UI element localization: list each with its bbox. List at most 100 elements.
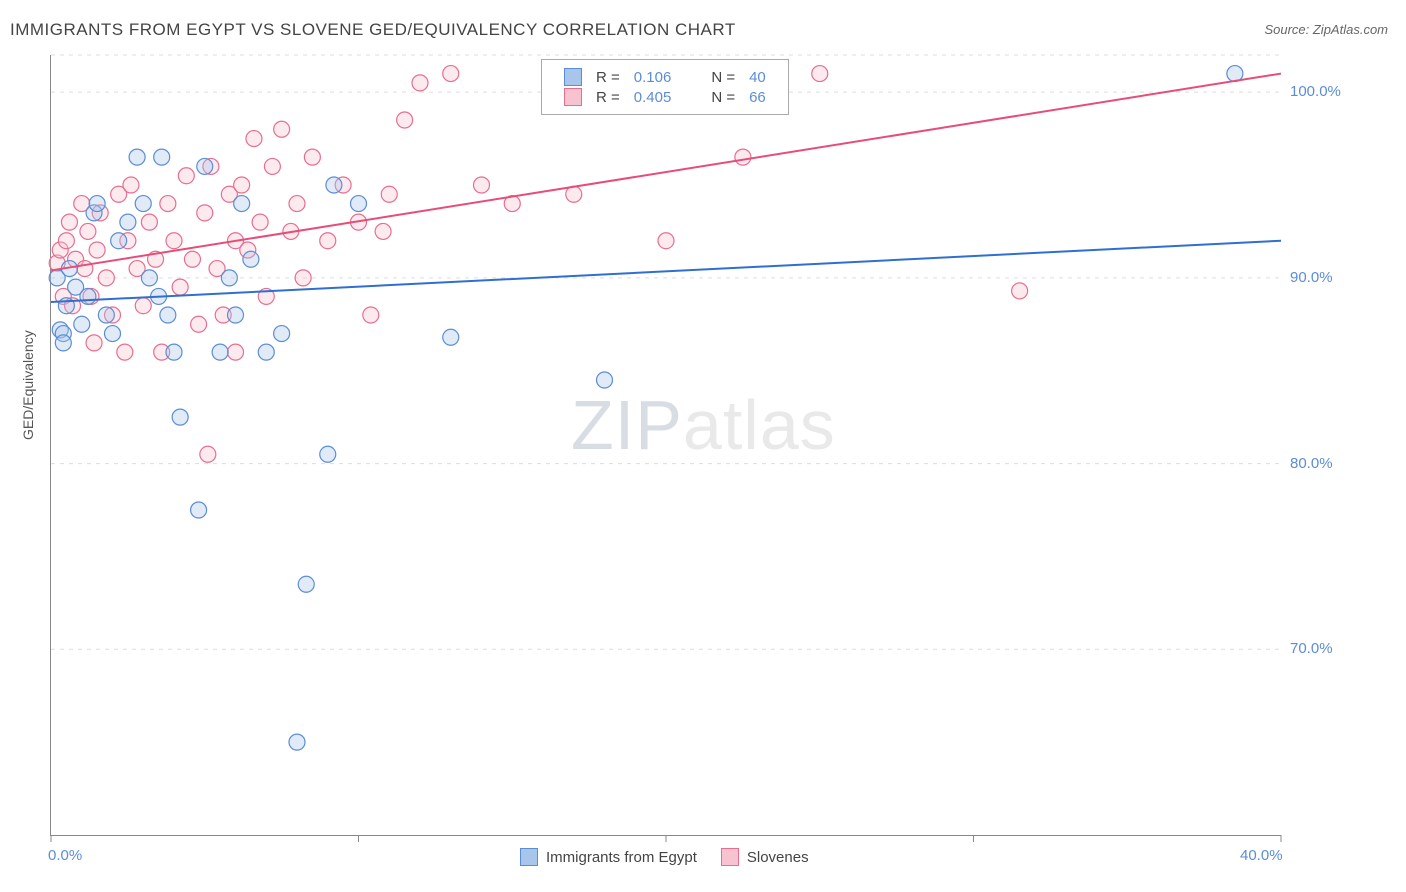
data-point-egypt bbox=[191, 502, 207, 518]
r-value-egypt: 0.106 bbox=[628, 68, 678, 86]
trend-line-egypt bbox=[51, 241, 1281, 302]
data-point-slovenes bbox=[274, 121, 290, 137]
data-point-slovenes bbox=[61, 214, 77, 230]
data-point-slovenes bbox=[117, 344, 133, 360]
data-point-slovenes bbox=[98, 270, 114, 286]
data-point-slovenes bbox=[1012, 283, 1028, 299]
x-tick-label: 40.0% bbox=[1240, 847, 1283, 864]
data-point-slovenes bbox=[184, 251, 200, 267]
series-legend: Immigrants from Egypt Slovenes bbox=[520, 848, 809, 866]
data-point-slovenes bbox=[178, 168, 194, 184]
data-point-slovenes bbox=[160, 196, 176, 212]
data-point-egypt bbox=[289, 734, 305, 750]
data-point-egypt bbox=[160, 307, 176, 323]
data-point-slovenes bbox=[381, 186, 397, 202]
data-point-slovenes bbox=[141, 214, 157, 230]
data-point-egypt bbox=[89, 196, 105, 212]
data-point-egypt bbox=[154, 149, 170, 165]
data-point-slovenes bbox=[80, 223, 96, 239]
legend-row-egypt: R = 0.106 N = 40 bbox=[558, 68, 772, 86]
data-point-egypt bbox=[80, 288, 96, 304]
data-point-slovenes bbox=[812, 66, 828, 82]
data-point-slovenes bbox=[289, 196, 305, 212]
data-point-egypt bbox=[111, 233, 127, 249]
data-point-egypt bbox=[351, 196, 367, 212]
r-label: R = bbox=[590, 88, 626, 106]
data-point-slovenes bbox=[86, 335, 102, 351]
n-value-slovenes: 66 bbox=[743, 88, 772, 106]
data-point-egypt bbox=[258, 344, 274, 360]
data-point-egypt bbox=[172, 409, 188, 425]
swatch-egypt-icon bbox=[520, 848, 538, 866]
data-point-egypt bbox=[120, 214, 136, 230]
data-point-egypt bbox=[228, 307, 244, 323]
y-tick-label: 100.0% bbox=[1290, 83, 1341, 100]
swatch-slovenes-icon bbox=[721, 848, 739, 866]
data-point-slovenes bbox=[320, 233, 336, 249]
data-point-egypt bbox=[98, 307, 114, 323]
data-point-slovenes bbox=[191, 316, 207, 332]
data-point-egypt bbox=[443, 329, 459, 345]
data-point-egypt bbox=[135, 196, 151, 212]
data-point-egypt bbox=[105, 326, 121, 342]
source-label: Source: ZipAtlas.com bbox=[1264, 22, 1388, 37]
r-value-slovenes: 0.405 bbox=[628, 88, 678, 106]
plot-area: ZIPatlas R = 0.106 N = 40 R = 0.405 bbox=[50, 55, 1281, 836]
data-point-slovenes bbox=[264, 158, 280, 174]
data-point-egypt bbox=[320, 446, 336, 462]
data-point-egypt bbox=[221, 270, 237, 286]
data-point-slovenes bbox=[89, 242, 105, 258]
n-label: N = bbox=[705, 88, 741, 106]
data-point-egypt bbox=[234, 196, 250, 212]
data-point-egypt bbox=[597, 372, 613, 388]
data-point-slovenes bbox=[135, 298, 151, 314]
chart-svg bbox=[51, 55, 1281, 835]
data-point-slovenes bbox=[397, 112, 413, 128]
data-point-slovenes bbox=[123, 177, 139, 193]
data-point-egypt bbox=[212, 344, 228, 360]
data-point-egypt bbox=[298, 576, 314, 592]
data-point-slovenes bbox=[474, 177, 490, 193]
data-point-slovenes bbox=[375, 223, 391, 239]
data-point-slovenes bbox=[412, 75, 428, 91]
data-point-egypt bbox=[274, 326, 290, 342]
swatch-egypt bbox=[564, 68, 582, 86]
y-axis-label: GED/Equivalency bbox=[20, 330, 36, 440]
data-point-slovenes bbox=[735, 149, 751, 165]
data-point-slovenes bbox=[443, 66, 459, 82]
data-point-egypt bbox=[74, 316, 90, 332]
y-tick-label: 80.0% bbox=[1290, 455, 1333, 472]
data-point-slovenes bbox=[200, 446, 216, 462]
n-value-egypt: 40 bbox=[743, 68, 772, 86]
legend-label-slovenes: Slovenes bbox=[747, 849, 809, 866]
data-point-egypt bbox=[326, 177, 342, 193]
n-label: N = bbox=[705, 68, 741, 86]
data-point-slovenes bbox=[658, 233, 674, 249]
legend-item-slovenes: Slovenes bbox=[721, 848, 809, 866]
data-point-slovenes bbox=[252, 214, 268, 230]
correlation-legend: R = 0.106 N = 40 R = 0.405 N = 66 bbox=[541, 59, 789, 115]
data-point-slovenes bbox=[166, 233, 182, 249]
data-point-egypt bbox=[243, 251, 259, 267]
y-tick-label: 70.0% bbox=[1290, 640, 1333, 657]
data-point-slovenes bbox=[58, 233, 74, 249]
data-point-slovenes bbox=[234, 177, 250, 193]
chart-container: IMMIGRANTS FROM EGYPT VS SLOVENE GED/EQU… bbox=[0, 0, 1406, 892]
data-point-egypt bbox=[129, 149, 145, 165]
data-point-slovenes bbox=[197, 205, 213, 221]
data-point-egypt bbox=[141, 270, 157, 286]
data-point-slovenes bbox=[363, 307, 379, 323]
data-point-egypt bbox=[166, 344, 182, 360]
chart-title: IMMIGRANTS FROM EGYPT VS SLOVENE GED/EQU… bbox=[10, 20, 736, 40]
data-point-slovenes bbox=[295, 270, 311, 286]
data-point-slovenes bbox=[228, 344, 244, 360]
data-point-slovenes bbox=[304, 149, 320, 165]
x-tick-label: 0.0% bbox=[48, 847, 82, 864]
legend-row-slovenes: R = 0.405 N = 66 bbox=[558, 88, 772, 106]
legend-item-egypt: Immigrants from Egypt bbox=[520, 848, 697, 866]
data-point-slovenes bbox=[172, 279, 188, 295]
data-point-egypt bbox=[55, 335, 71, 351]
y-tick-label: 90.0% bbox=[1290, 269, 1333, 286]
data-point-slovenes bbox=[77, 261, 93, 277]
data-point-egypt bbox=[197, 158, 213, 174]
